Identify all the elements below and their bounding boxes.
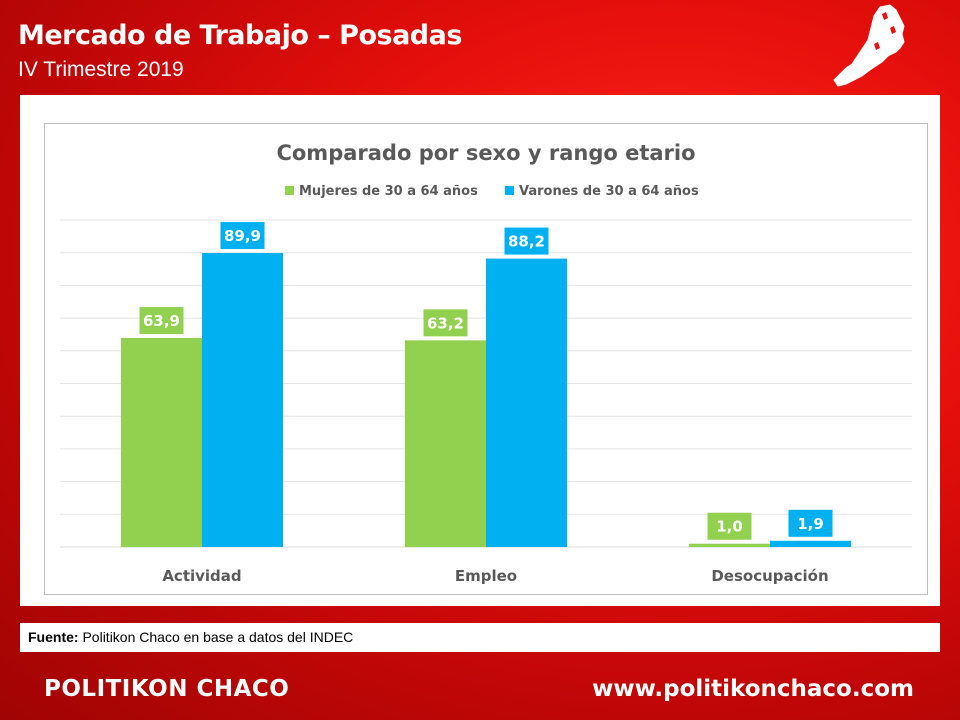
data-label: 63,9 [143,312,180,330]
chart-frame: Comparado por sexo y rango etario Mujeres… [44,123,928,595]
chart-title: Comparado por sexo y rango etario [276,141,695,165]
legend-swatch-2 [505,186,514,195]
source-label: Fuente: [28,629,79,645]
page-subtitle: IV Trimestre 2019 [18,58,184,81]
site-url[interactable]: www.politikonchaco.com [592,676,914,702]
category-label: Desocupación [711,567,828,585]
bar-varones [202,253,283,548]
data-label: 88,2 [508,233,545,251]
data-label-bg [220,222,265,250]
brand-name: POLITIKON CHACO [44,676,290,702]
data-label: 1,0 [716,518,743,536]
data-label-bg [707,512,752,540]
bar-mujeres [689,543,770,547]
bar-varones [486,258,567,547]
legend-label-1: Mujeres de 30 a 64 años [299,184,478,199]
source-note: Fuente: Politikon Chaco en base a datos … [20,623,940,652]
bar-varones [770,540,851,547]
category-label: Empleo [455,567,517,585]
data-label-bg [423,309,468,337]
data-label: 1,9 [797,515,824,533]
data-label-bg [139,307,184,335]
legend-swatch-1 [285,186,294,195]
data-label-bg [504,227,549,255]
bar-mujeres [405,340,486,547]
data-label-bg [788,509,833,537]
source-text: Politikon Chaco en base a datos del INDE… [82,629,354,645]
bar-chart: Comparado por sexo y rango etario Mujeres… [60,141,912,585]
legend-label-2: Varones de 30 a 64 años [519,184,699,199]
bar-mujeres [121,338,202,547]
page-title: Mercado de Trabajo – Posadas [18,20,462,51]
data-label: 63,2 [427,314,464,332]
category-label: Actividad [162,567,241,585]
data-label: 89,9 [224,227,261,245]
misiones-province-map-icon [833,4,905,87]
